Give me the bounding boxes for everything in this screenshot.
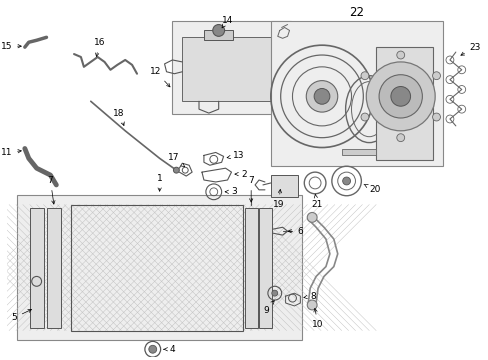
Text: 23: 23: [460, 42, 480, 55]
Circle shape: [432, 113, 440, 121]
Text: 1: 1: [157, 174, 162, 191]
Circle shape: [173, 167, 179, 173]
Circle shape: [306, 212, 316, 222]
Bar: [172, 21, 290, 114]
Bar: [17, 195, 302, 341]
Text: 7: 7: [47, 176, 55, 204]
Bar: [270, 175, 298, 197]
Text: 20: 20: [363, 184, 380, 194]
Bar: [245, 208, 258, 328]
Circle shape: [360, 72, 368, 80]
Circle shape: [366, 62, 434, 131]
Text: 16: 16: [94, 38, 105, 57]
Text: 6: 6: [287, 227, 303, 236]
Bar: [182, 37, 275, 101]
Text: 3: 3: [225, 187, 237, 196]
Circle shape: [360, 113, 368, 121]
Bar: [47, 208, 61, 328]
Bar: [30, 208, 43, 328]
Text: 12: 12: [150, 67, 170, 87]
Text: 15: 15: [0, 42, 21, 51]
Text: 9: 9: [263, 301, 274, 315]
Circle shape: [432, 72, 440, 80]
Text: 2: 2: [235, 170, 246, 179]
Text: 4: 4: [163, 345, 175, 354]
Text: 10: 10: [312, 309, 323, 329]
Bar: [270, 21, 442, 166]
Text: 14: 14: [221, 15, 233, 28]
Circle shape: [396, 134, 404, 141]
Circle shape: [342, 177, 350, 185]
Bar: [203, 31, 233, 40]
Text: 18: 18: [113, 109, 124, 126]
Circle shape: [305, 81, 337, 112]
Text: 5: 5: [11, 309, 31, 322]
Circle shape: [396, 51, 404, 59]
Circle shape: [271, 290, 277, 296]
Text: 13: 13: [226, 151, 244, 160]
Text: 17: 17: [167, 153, 184, 167]
Text: 7: 7: [248, 176, 253, 202]
Circle shape: [390, 86, 410, 106]
Bar: [341, 149, 375, 156]
Text: 22: 22: [348, 6, 363, 19]
Circle shape: [313, 89, 329, 104]
Bar: [375, 47, 432, 160]
Bar: [71, 204, 243, 330]
Text: 8: 8: [303, 292, 315, 301]
Text: 11: 11: [0, 148, 21, 157]
Bar: [259, 208, 271, 328]
Text: 21: 21: [311, 194, 322, 209]
Circle shape: [306, 300, 316, 310]
Circle shape: [378, 75, 422, 118]
Circle shape: [212, 24, 224, 36]
Text: 19: 19: [272, 189, 284, 209]
Circle shape: [148, 345, 156, 353]
